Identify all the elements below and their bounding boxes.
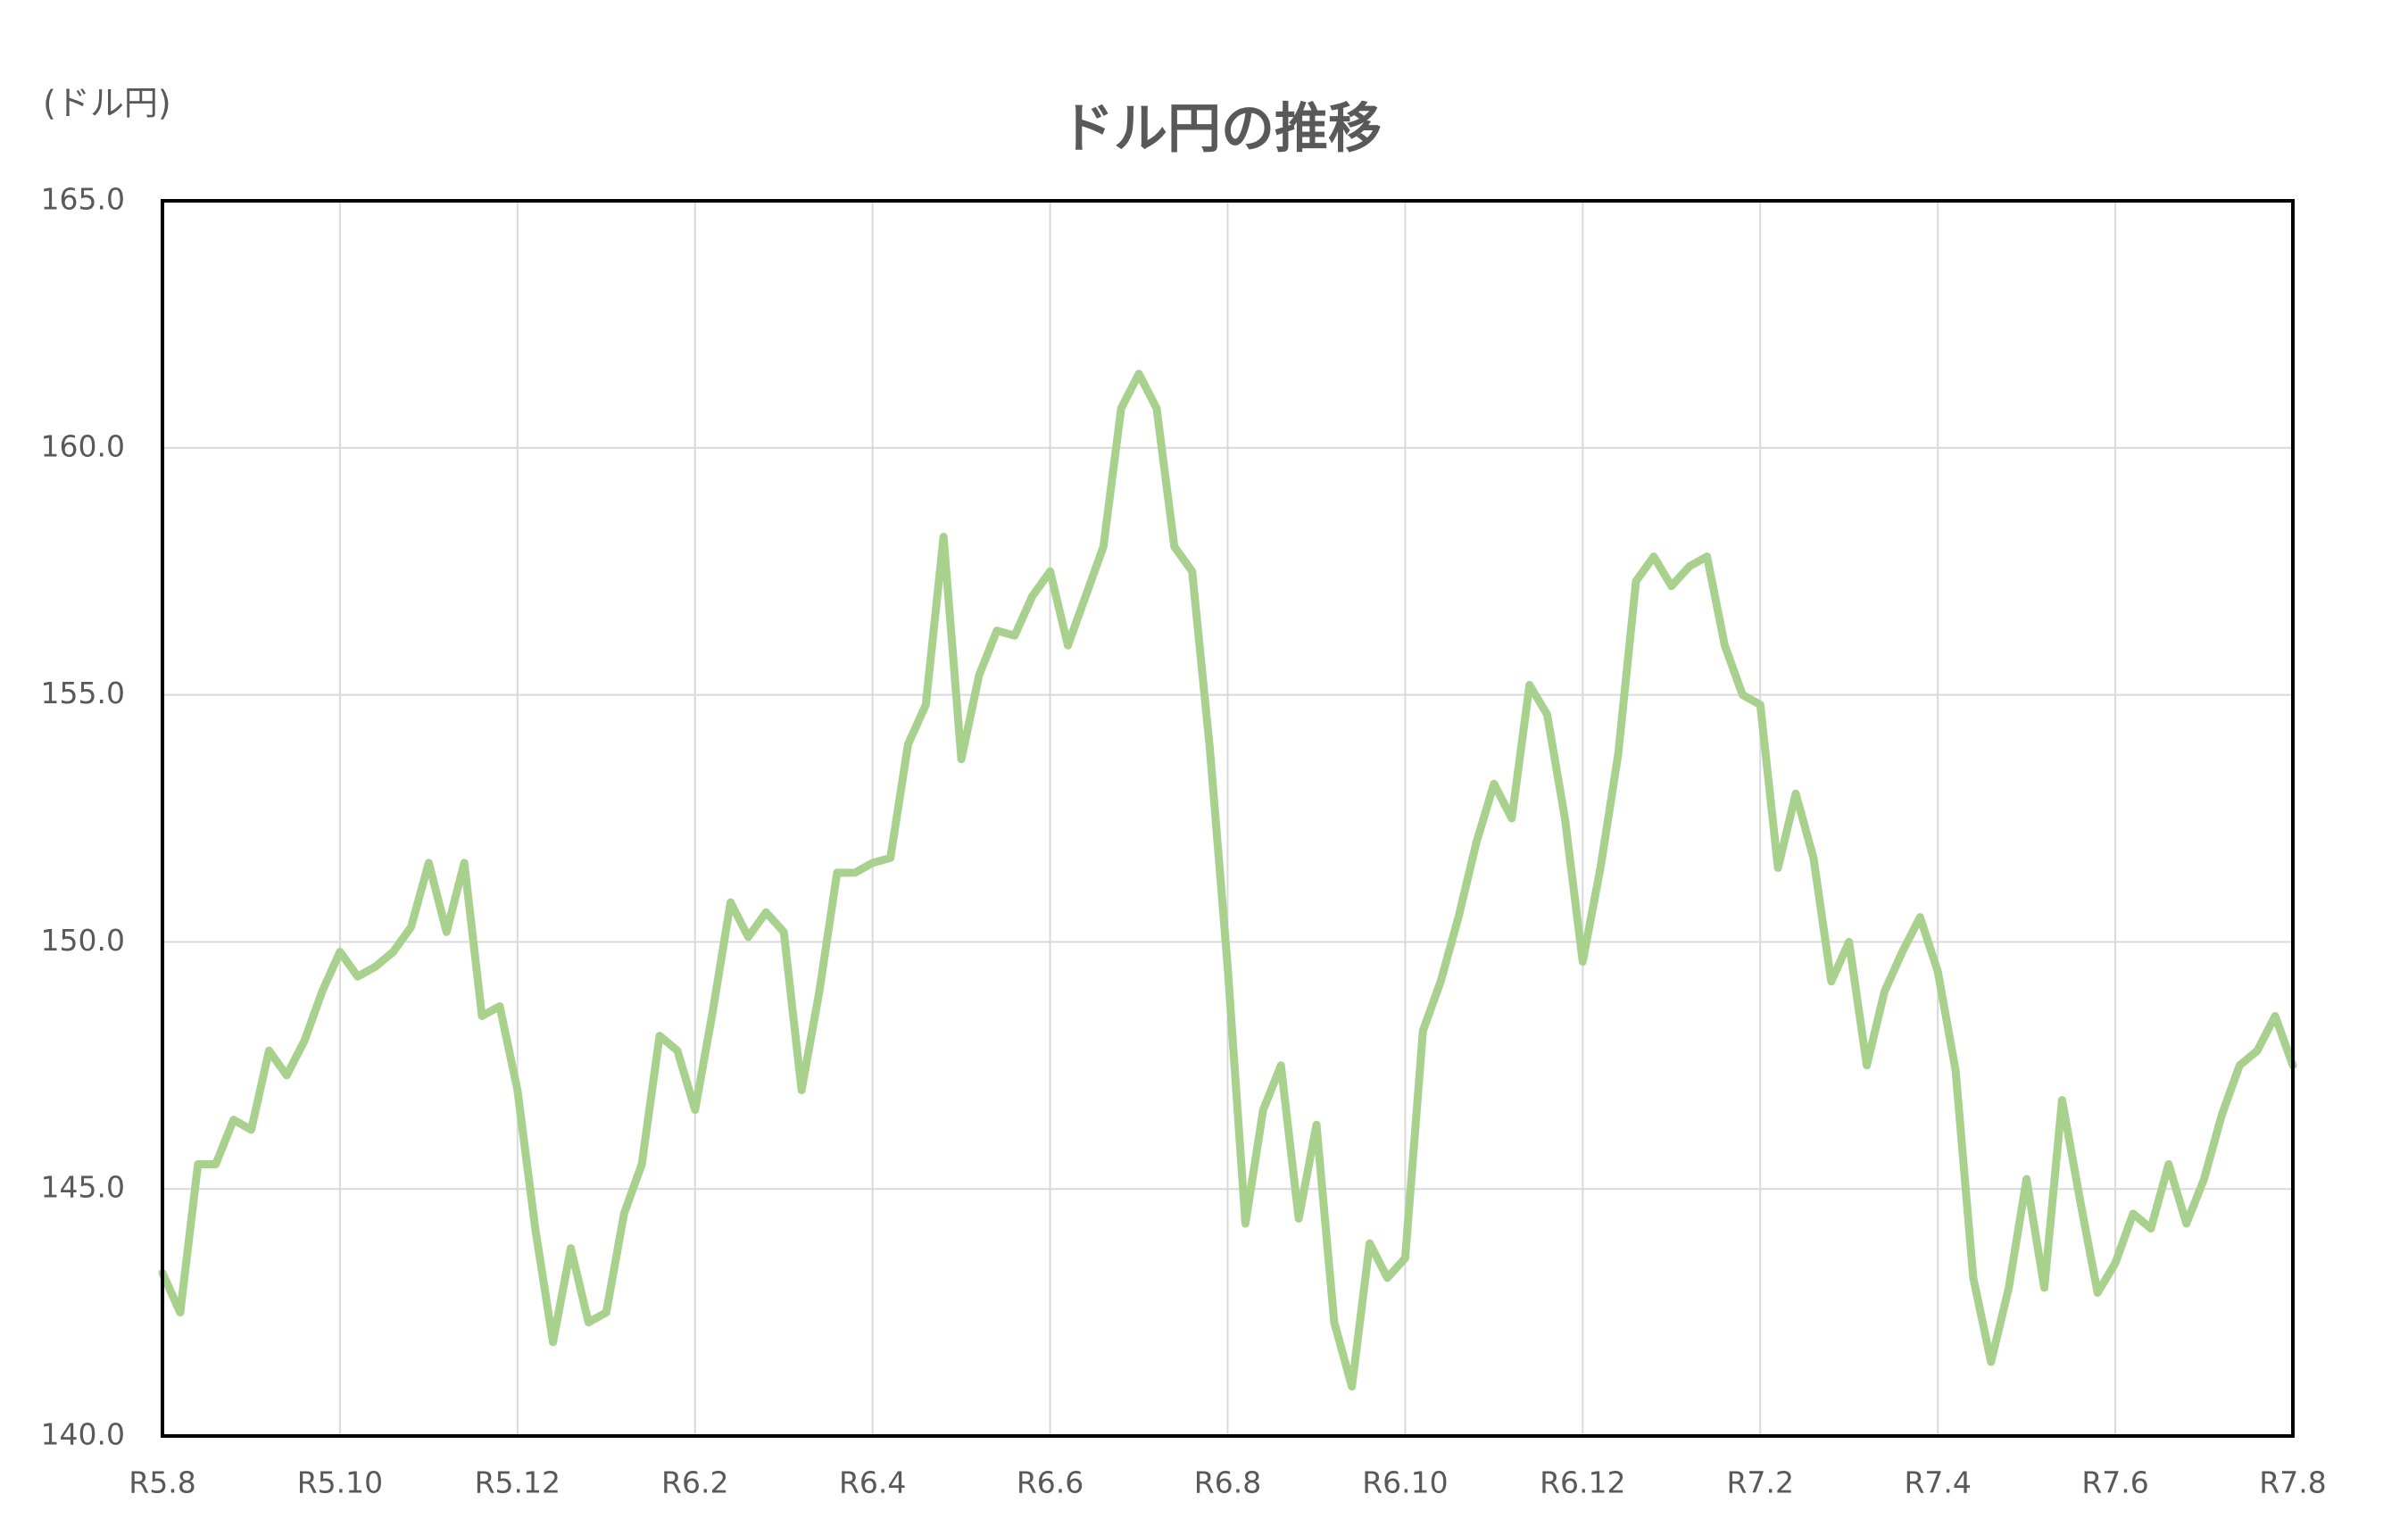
y-tick-label: 150.0 [41, 923, 125, 958]
y-axis-unit: (ドル円) [43, 84, 171, 123]
x-tick-label: R6.8 [1194, 1465, 1261, 1500]
x-tick-label: R5.12 [475, 1465, 560, 1500]
x-tick-label: R6.10 [1362, 1465, 1448, 1500]
x-tick-label: R7.8 [2259, 1465, 2326, 1500]
x-tick-label: R7.4 [1904, 1465, 1971, 1500]
plot-frame [161, 199, 2295, 1438]
x-tick-label: R5.10 [297, 1465, 383, 1500]
chart-title: ドル円の推移 [1060, 98, 1382, 161]
x-tick-label: R7.6 [2081, 1465, 2148, 1500]
x-tick-label: R6.12 [1540, 1465, 1625, 1500]
plot [158, 369, 2297, 1391]
y-tick-label: 160.0 [41, 428, 125, 463]
x-tick-label: R7.2 [1727, 1465, 1794, 1500]
x-tick-label: R6.2 [661, 1465, 728, 1500]
y-tick-label: 155.0 [41, 676, 125, 710]
y-tick-label: 140.0 [41, 1417, 125, 1452]
y-tick-label: 165.0 [41, 182, 125, 217]
x-tick-label: R6.6 [1017, 1465, 1084, 1500]
x-tick-label: R5.8 [129, 1465, 195, 1500]
x-tick-label: R6.4 [839, 1465, 906, 1500]
y-tick-label: 145.0 [41, 1170, 125, 1205]
data-line [158, 369, 2297, 1391]
